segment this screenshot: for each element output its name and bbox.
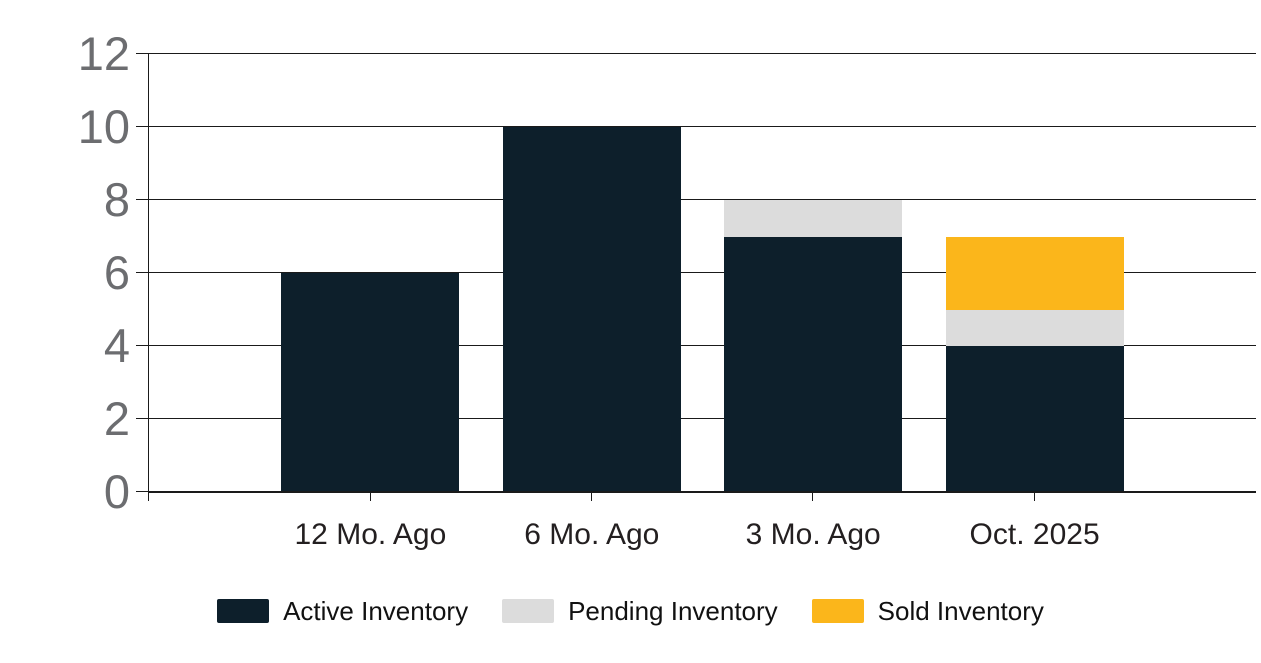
y-tick-label: 2 <box>103 392 130 445</box>
legend-label: Sold Inventory <box>877 596 1044 626</box>
legend-swatch-icon <box>502 599 555 623</box>
y-tick-label: 8 <box>103 173 130 226</box>
legend-label: Pending Inventory <box>568 596 778 626</box>
bar-segment-active-inventory <box>945 346 1124 492</box>
bar-segment-pending-inventory <box>945 309 1124 346</box>
y-axis-tick <box>136 418 149 420</box>
gridline <box>149 199 1256 201</box>
y-tick-label: 10 <box>77 100 130 153</box>
legend-item-active-inventory: Active Inventory <box>217 598 468 624</box>
bar-segment-active-inventory <box>502 127 681 492</box>
x-category-label: 6 Mo. Ago <box>524 518 660 551</box>
chart-legend: Active Inventory Pending Inventory Sold In… <box>0 598 1261 624</box>
gridline <box>149 53 1256 55</box>
legend-swatch-icon <box>217 599 270 623</box>
y-axis-tick <box>136 272 149 274</box>
x-axis-tick <box>812 492 814 501</box>
y-tick-label: 6 <box>103 246 130 299</box>
legend-item-pending-inventory: Pending Inventory <box>502 598 778 624</box>
x-category-label: Oct. 2025 <box>969 518 1100 551</box>
x-axis-tick <box>591 492 593 501</box>
y-tick-label: 12 <box>77 27 130 80</box>
gridline <box>149 418 1256 420</box>
bar-segment-active-inventory <box>281 273 460 492</box>
gridline <box>149 345 1256 347</box>
x-axis-tick <box>1033 492 1035 501</box>
gridline <box>149 272 1256 274</box>
y-axis-tick <box>136 199 149 201</box>
bar-segment-sold-inventory <box>945 236 1124 310</box>
x-category-label: 12 Mo. Ago <box>294 518 447 551</box>
y-axis-tick <box>136 53 149 55</box>
legend-label: Active Inventory <box>283 596 469 626</box>
y-tick-label: 4 <box>103 319 130 372</box>
y-axis-tick <box>136 345 149 347</box>
legend-swatch-icon <box>811 599 864 623</box>
y-axis-tick <box>136 491 149 493</box>
gridline <box>149 126 1256 128</box>
bar-segment-active-inventory <box>724 236 903 492</box>
y-axis-line <box>148 54 150 501</box>
y-axis-tick <box>136 126 149 128</box>
y-tick-label: 0 <box>103 465 130 518</box>
x-axis-tick <box>369 492 371 501</box>
x-category-label: 3 Mo. Ago <box>745 518 881 551</box>
bar-segment-pending-inventory <box>724 200 903 237</box>
x-axis-line <box>149 491 1256 493</box>
legend-item-sold-inventory: Sold Inventory <box>811 596 1044 626</box>
